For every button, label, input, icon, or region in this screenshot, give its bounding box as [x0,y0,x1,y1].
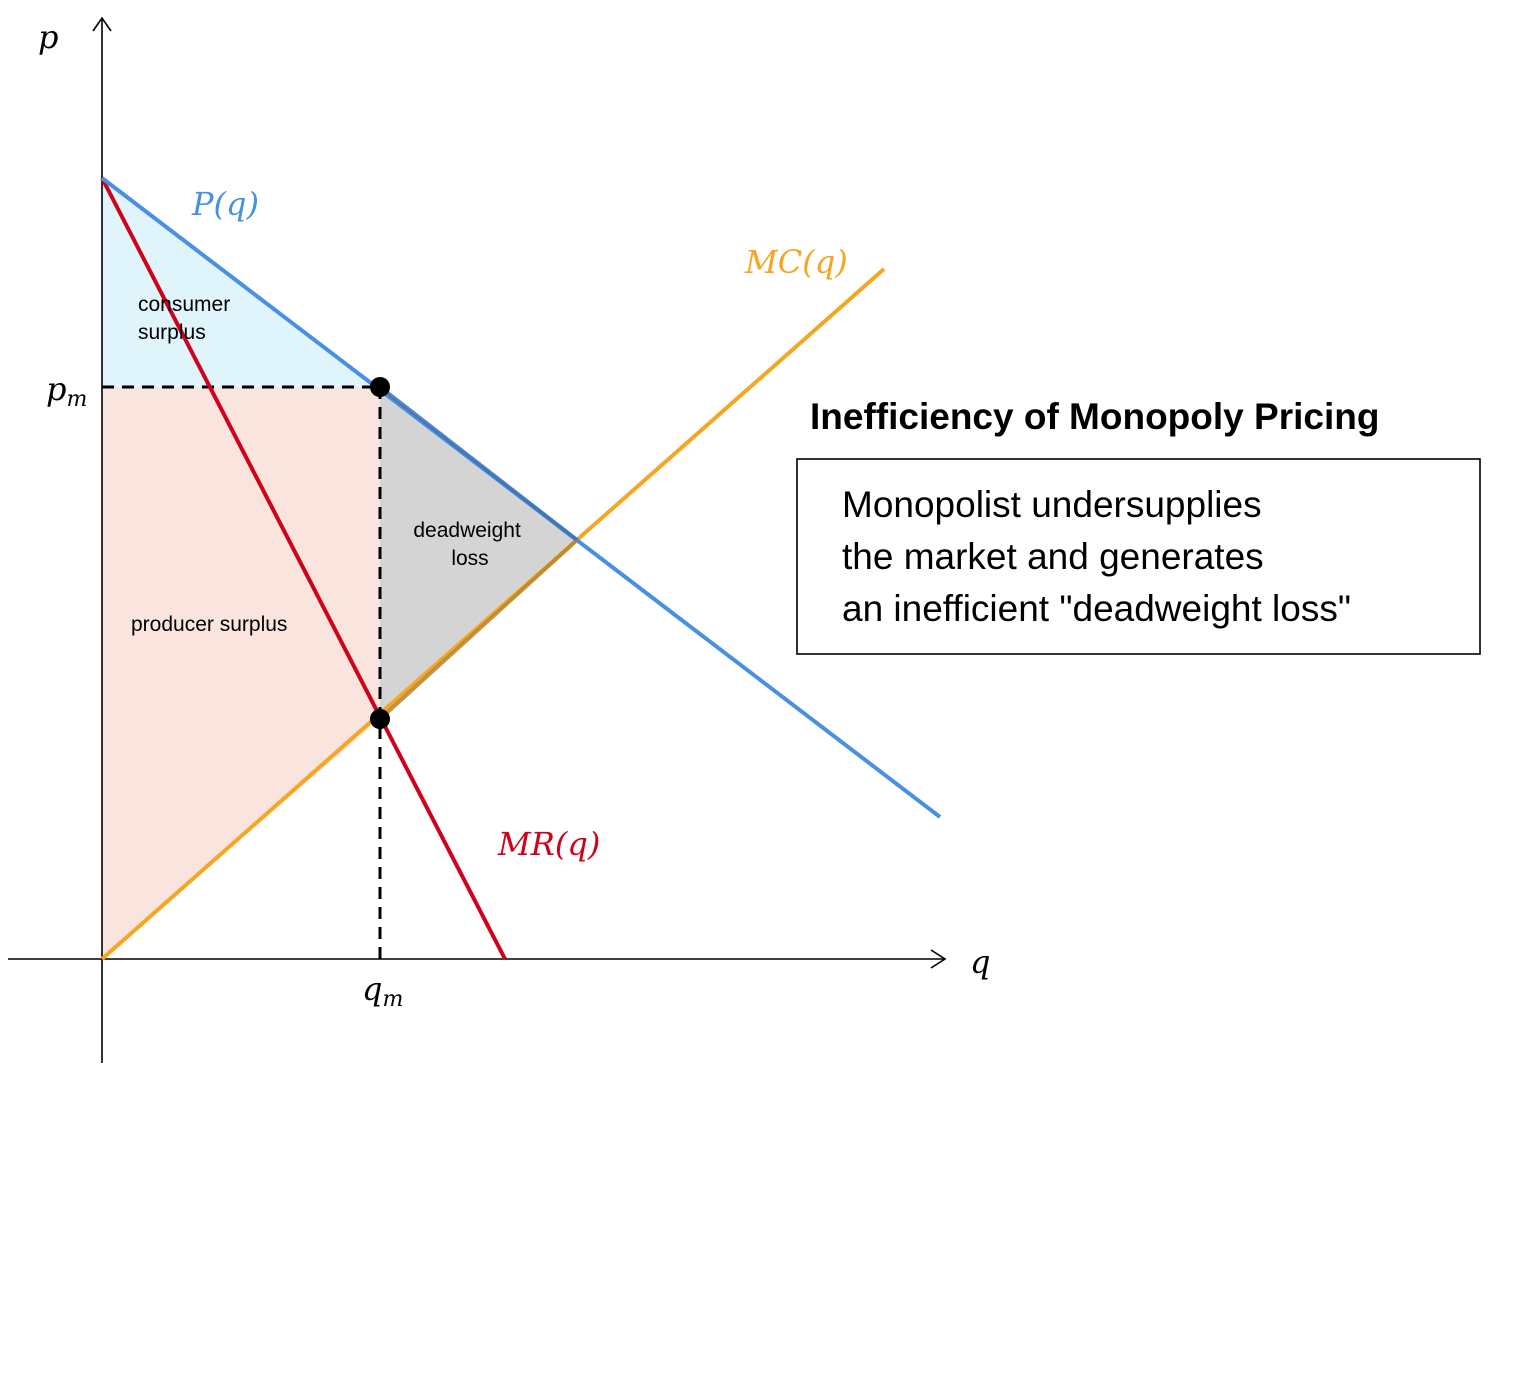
x-axis [8,949,947,969]
monopoly-price-point [370,377,390,397]
note-text: Monopolist undersupplies the market and … [842,484,1351,629]
diagram-title: Inefficiency of Monopoly Pricing [810,396,1379,437]
y-axis-label: p [38,18,58,56]
deadweight-loss-label: deadweight loss [413,519,526,570]
marginal-revenue-label: MR(q) [497,825,600,863]
consumer-surplus-label: consumer surplus [138,293,236,344]
pm-label: pm [46,370,87,412]
x-axis-label: q [970,943,990,981]
demand-curve-label: P(q) [191,185,259,223]
qm-label: qm [362,970,403,1012]
y-axis [92,16,112,1063]
producer-surplus-region [102,387,380,959]
dwl-demand-edge [378,385,579,542]
dwl-mc-edge [378,538,579,721]
mr-mc-intersection-point [370,709,390,729]
deadweight-loss-region [380,387,577,719]
marginal-revenue-curve [100,177,507,960]
note-box [796,458,1481,655]
producer-surplus-label: producer surplus [131,613,287,636]
marginal-cost-label: MC(q) [744,243,848,281]
